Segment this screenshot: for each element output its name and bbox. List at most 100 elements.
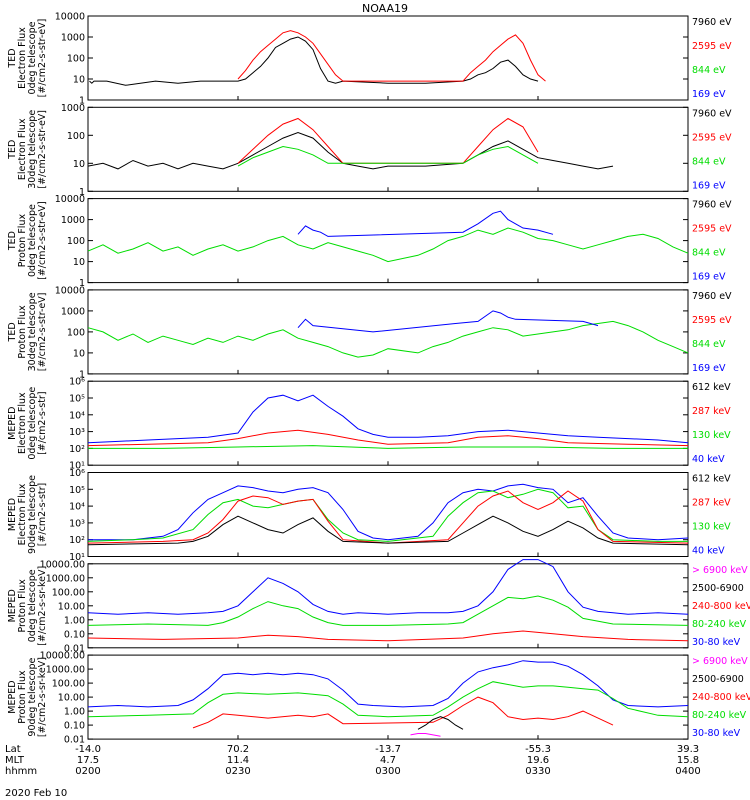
y-axis-label: TED: [7, 231, 18, 251]
panel-meped-p-90: 10000.00 1000.00 100.00 10.00 1.00 0.10 0.01 ME…: [7, 651, 750, 746]
y-tick-label: 10000.00: [40, 559, 85, 570]
legend-entry: 169 eV: [692, 272, 726, 283]
panel-ted-p-30: 10000 1000 100 10 1 TED Proton Flux 30deg teles…: [7, 285, 732, 380]
x-axis-value: 11.4: [227, 755, 249, 766]
y-axis-label: MEPED: [7, 680, 18, 713]
panel-meped-p-0: 10000.00 1000.00 100.00 10.00 1.00 0.10 0.01 ME…: [7, 559, 750, 654]
y-tick-label: 10¹: [69, 552, 85, 563]
legend-entry: 2595 eV: [692, 41, 732, 52]
series-green: [87, 595, 689, 626]
panel-frame: [87, 472, 689, 557]
legend-entry: 130 keV: [692, 522, 731, 533]
panel-frame: [87, 380, 689, 466]
series-green: [87, 681, 689, 718]
series-black: [89, 36, 539, 86]
series-green: [237, 145, 539, 167]
x-axis-row-name: hhmm: [5, 766, 37, 777]
legend-entry: 130 keV: [692, 430, 731, 441]
y-tick-label: 0.10: [64, 629, 85, 640]
series-black: [87, 515, 689, 546]
legend-entry: 2595 eV: [692, 132, 732, 143]
y-axis-label: Proton Flux: [17, 670, 28, 724]
x-axis-value: -14.0: [75, 744, 101, 755]
panel-ted-p-0: 10000 1000 100 10 1 TED Proton Flux 0deg telesc…: [7, 194, 732, 289]
legend-entry: > 6900 keV: [692, 565, 748, 576]
y-axis-label: MEPED: [7, 498, 18, 531]
y-axis-label: MEPED: [7, 407, 18, 440]
y-axis-label: [#/cm2-s-sr-keV]: [37, 566, 48, 646]
y-axis-label: [#/cm2-s-str-eV]: [37, 110, 48, 189]
y-axis-label: 30deg telescope: [27, 292, 38, 371]
y-tick-label: 10⁵: [69, 485, 85, 496]
y-tick-label: 10⁴: [69, 410, 85, 421]
panel-frame: [87, 654, 689, 740]
legend-entry: 240-800 keV: [692, 601, 750, 612]
y-tick-label: 10: [73, 159, 85, 170]
y-axis-label: Proton Flux: [17, 214, 28, 268]
y-tick-label: 100: [67, 131, 85, 142]
legend-entry: 2500-6900: [692, 583, 744, 594]
y-axis-label: MEPED: [7, 589, 18, 622]
y-tick-label: 100: [67, 327, 85, 338]
y-tick-label: 1: [79, 369, 85, 380]
y-axis-label: 30deg telescope: [27, 110, 38, 189]
y-tick-label: 10²: [69, 444, 85, 455]
series-black: [87, 131, 614, 170]
y-axis-label: [#/cm2-s-str-eV]: [37, 293, 48, 372]
legend-entry: 287 keV: [692, 498, 731, 509]
x-axis-row-name: Lat: [5, 744, 21, 755]
x-axis-value: 39.3: [677, 744, 699, 755]
legend-entry: 287 keV: [692, 406, 731, 417]
y-tick-label: 1.00: [64, 615, 85, 626]
panel-frame: [87, 198, 689, 284]
y-tick-label: 1: [79, 96, 85, 107]
legend-entry: 2595 eV: [692, 224, 732, 235]
legend-entry: 612 keV: [692, 474, 731, 485]
series-magenta: [410, 733, 441, 737]
series-blue: [87, 559, 689, 615]
series-red: [237, 117, 539, 164]
y-tick-label: 1: [79, 187, 85, 198]
panel-frame: [87, 563, 689, 649]
y-tick-label: 100: [67, 54, 85, 65]
y-tick-label: 10⁶: [69, 377, 85, 388]
x-axis-value: -13.7: [375, 744, 401, 755]
y-axis-label: Electron Flux: [17, 27, 28, 89]
y-tick-label: 10.00: [58, 693, 85, 704]
legend-entry: 40 keV: [692, 546, 725, 557]
y-axis-label: [#/cm2-s-str-eV]: [37, 201, 48, 280]
y-tick-label: 0.01: [64, 735, 85, 746]
y-tick-label: 100.00: [52, 679, 85, 690]
y-axis-label: 90deg telescope: [27, 475, 38, 554]
y-axis-label: 0deg telescope: [27, 569, 38, 642]
y-tick-label: 1000: [61, 33, 85, 44]
series-blue: [87, 394, 689, 444]
y-tick-label: 1000: [61, 103, 85, 114]
legend-entry: > 6900 keV: [692, 656, 748, 667]
legend-entry: 40 keV: [692, 454, 725, 465]
x-axis-value: -55.3: [525, 744, 551, 755]
series-blue: [297, 210, 554, 237]
legend-entry: 844 eV: [692, 248, 726, 259]
x-axis-value: 17.5: [77, 755, 99, 766]
x-axis-value: 0200: [75, 766, 100, 777]
y-axis-label: Proton Flux: [17, 579, 28, 633]
legend-entry: 240-800 keV: [692, 692, 750, 703]
y-axis-label: TED: [7, 48, 18, 68]
y-tick-label: 10⁴: [69, 502, 85, 513]
y-axis-label: Electron Flux: [17, 118, 28, 180]
y-axis-label: 0deg telescope: [27, 387, 38, 460]
y-axis-label: [#/cm2-s-str]: [37, 391, 48, 454]
legend-entry: 2595 eV: [692, 315, 732, 326]
series-green: [87, 227, 689, 263]
panel-frame: [87, 289, 689, 375]
y-tick-label: 1000.00: [46, 665, 85, 676]
y-tick-label: 10⁶: [69, 468, 85, 479]
legend-entry: 80-240 keV: [692, 710, 747, 721]
series-green: [87, 488, 688, 542]
series-blue: [87, 660, 689, 708]
x-axis-value: 19.6: [527, 755, 549, 766]
y-tick-label: 0.10: [64, 721, 85, 732]
legend-entry: 7960 eV: [692, 200, 732, 211]
y-axis-label: TED: [7, 140, 18, 160]
